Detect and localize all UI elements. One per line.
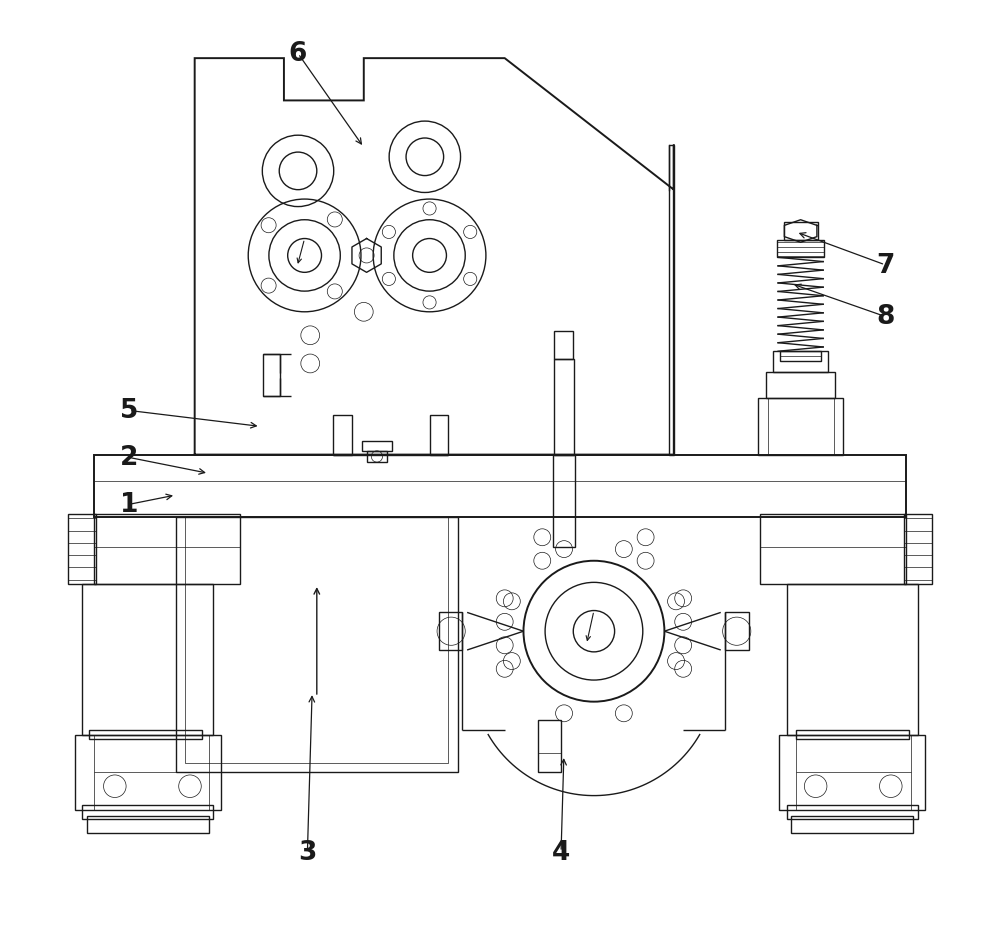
- Bar: [787, 584, 918, 734]
- Bar: [94, 455, 906, 517]
- Bar: [82, 584, 213, 734]
- Bar: [94, 514, 240, 584]
- Bar: [185, 517, 448, 763]
- Bar: [725, 613, 749, 650]
- Bar: [176, 517, 458, 772]
- Bar: [780, 352, 821, 362]
- Bar: [75, 734, 221, 810]
- Bar: [554, 360, 574, 455]
- Bar: [538, 720, 561, 772]
- Bar: [263, 355, 280, 396]
- Bar: [82, 805, 213, 819]
- Bar: [773, 352, 828, 373]
- Text: 6: 6: [289, 42, 307, 67]
- Bar: [553, 455, 575, 548]
- Bar: [367, 451, 387, 463]
- Bar: [779, 734, 925, 810]
- Bar: [554, 331, 573, 360]
- Text: 4: 4: [552, 839, 570, 865]
- Bar: [791, 817, 913, 834]
- Bar: [669, 145, 674, 455]
- Bar: [760, 514, 906, 584]
- Text: 1: 1: [120, 492, 138, 518]
- Bar: [784, 223, 818, 241]
- Text: 3: 3: [298, 839, 317, 865]
- Bar: [89, 730, 202, 739]
- Text: 7: 7: [876, 253, 894, 278]
- Text: 5: 5: [120, 398, 138, 424]
- Bar: [439, 613, 462, 650]
- Bar: [787, 805, 918, 819]
- Bar: [758, 398, 843, 455]
- Text: 2: 2: [120, 445, 138, 471]
- Bar: [333, 415, 352, 455]
- Bar: [430, 415, 448, 455]
- Text: 8: 8: [876, 304, 894, 330]
- Bar: [362, 442, 392, 451]
- Bar: [87, 817, 209, 834]
- Bar: [777, 241, 824, 258]
- Bar: [796, 730, 909, 739]
- Bar: [68, 514, 96, 584]
- Bar: [766, 373, 835, 398]
- Bar: [904, 514, 932, 584]
